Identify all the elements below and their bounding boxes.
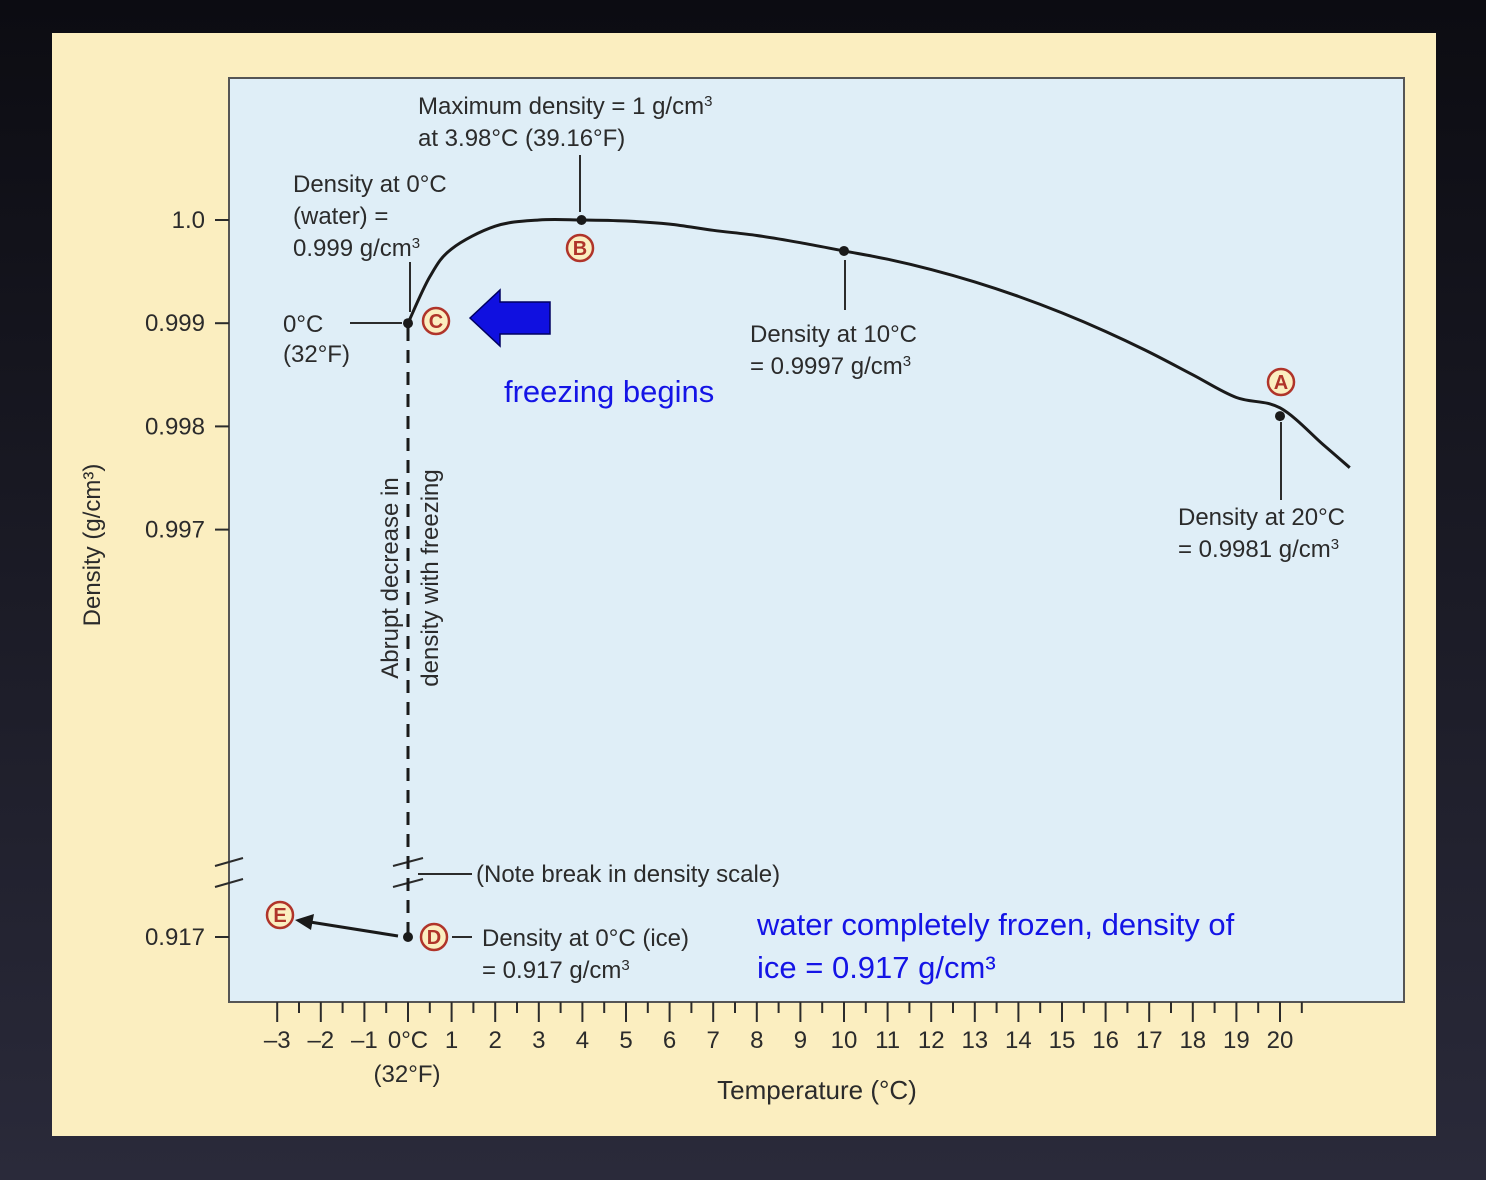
ice-arrow-head <box>295 914 314 930</box>
freezing-begins-label: freezing begins <box>504 374 714 409</box>
annotation-line: Density at 0°C (ice) <box>482 925 689 952</box>
annotation-line: = 0.9997 g/cm3 <box>750 353 911 381</box>
svg-text:A: A <box>1274 372 1288 394</box>
x-tick-label: 10 <box>831 1027 858 1054</box>
annotation-0c: 0°C <box>283 311 323 338</box>
annotation-line: (water) = <box>293 203 388 230</box>
y-tick-label: 0.998 <box>145 413 205 440</box>
x-tick-label: 17 <box>1136 1027 1163 1054</box>
svg-text:C: C <box>429 311 443 333</box>
y-tick-label: 0.917 <box>145 924 205 951</box>
x-tick-label: 11 <box>875 1027 900 1054</box>
point-10c <box>839 245 849 256</box>
annotation-density-0c-ice: Density at 0°C (ice) = 0.917 g/cm3 <box>482 925 689 984</box>
y-axis-break-mark <box>214 857 244 888</box>
frozen-label-line2: ice = 0.917 g/cm³ <box>757 950 996 985</box>
annotation-line: Maximum density = 1 g/cm3 <box>418 93 712 121</box>
annotation-line: Density at 20°C <box>1178 504 1345 531</box>
annotation-density-20c: Density at 20°C = 0.9981 g/cm3 <box>1178 504 1345 563</box>
annotation-density-10c: Density at 10°C = 0.9997 g/cm3 <box>750 321 917 380</box>
plot-area <box>228 77 1405 1003</box>
marker-c: C <box>421 306 451 336</box>
x-tick-label: 8 <box>750 1027 763 1054</box>
marker-d: D <box>419 922 449 952</box>
x-tick-label: 0°C <box>388 1027 428 1054</box>
x-tick-label: 15 <box>1049 1027 1076 1054</box>
x-tick-label: 18 <box>1179 1027 1206 1054</box>
y-tick-label: 1.0 <box>172 207 205 234</box>
x-tick-label: 7 <box>707 1027 720 1054</box>
y-tick-label: 0.997 <box>145 517 205 544</box>
x-axis-subtick: (32°F) <box>374 1061 441 1088</box>
x-tick-label: 5 <box>619 1027 632 1054</box>
x-tick-label: 16 <box>1092 1027 1119 1054</box>
y-axis-title: Density (g/cm³) <box>79 464 106 627</box>
density-curve <box>406 218 1351 469</box>
annotation-line: 0.999 g/cm3 <box>293 235 420 263</box>
frozen-label-line1: water completely frozen, density of <box>756 907 1235 942</box>
point-d <box>403 932 413 942</box>
x-tick-label: 13 <box>961 1027 988 1054</box>
y-tick-label: 0.999 <box>145 310 205 337</box>
svg-text:E: E <box>273 905 286 927</box>
x-tick-label: –3 <box>264 1027 291 1054</box>
annotation-line: = 0.9981 g/cm3 <box>1178 536 1339 564</box>
svg-text:B: B <box>573 238 587 260</box>
x-tick-label: –2 <box>307 1027 334 1054</box>
vertical-text-abrupt: Abrupt decrease in <box>377 477 404 678</box>
point-a <box>1275 411 1285 422</box>
marker-b: B <box>565 233 595 263</box>
x-tick-label: –1 <box>351 1027 378 1054</box>
x-tick-label: 19 <box>1223 1027 1250 1054</box>
point-b <box>576 215 587 225</box>
annotation-max-density: Maximum density = 1 g/cm3 at 3.98°C (39.1… <box>418 93 712 153</box>
x-axis-title: Temperature (°C) <box>717 1075 917 1105</box>
data-points <box>403 215 1285 942</box>
freezing-arrow-icon <box>468 288 551 348</box>
vertical-text-density: density with freezing <box>417 469 444 686</box>
svg-text:D: D <box>427 927 441 949</box>
annotation-line: Density at 10°C <box>750 321 917 348</box>
x-tick-label: 4 <box>576 1027 589 1054</box>
x-tick-label: 1 <box>445 1027 458 1054</box>
point-c <box>403 318 413 329</box>
annotation-density-0c-water: Density at 0°C (water) = 0.999 g/cm3 <box>293 171 447 262</box>
x-tick-label: 3 <box>532 1027 545 1054</box>
x-tick-label: 9 <box>794 1027 807 1054</box>
x-tick-label: 20 <box>1267 1027 1294 1054</box>
x-tick-label: 14 <box>1005 1027 1032 1054</box>
x-tick-label: 2 <box>489 1027 502 1054</box>
leader-lines <box>350 155 1282 938</box>
marker-e: E <box>265 900 295 930</box>
y-axis: 1.0 0.999 0.998 0.997 0.917 <box>145 207 229 951</box>
ice-arrow-line <box>309 920 399 938</box>
break-note: (Note break in density scale) <box>476 861 780 888</box>
annotation-line: Density at 0°C <box>293 171 447 198</box>
x-axis: –3 –2 –1 0°C 1 2 3 4 5 6 7 8 9 10 11 12 13 14 15 16 17 18 19 20 <box>264 1002 1303 1054</box>
x-tick-label: 12 <box>918 1027 945 1054</box>
annotation-line: at 3.98°C (39.16°F) <box>418 125 625 152</box>
annotation-line: = 0.917 g/cm3 <box>482 957 630 985</box>
annotation-32f: (32°F) <box>283 341 350 368</box>
marker-a: A <box>1266 367 1296 397</box>
x-tick-label: 6 <box>663 1027 676 1054</box>
